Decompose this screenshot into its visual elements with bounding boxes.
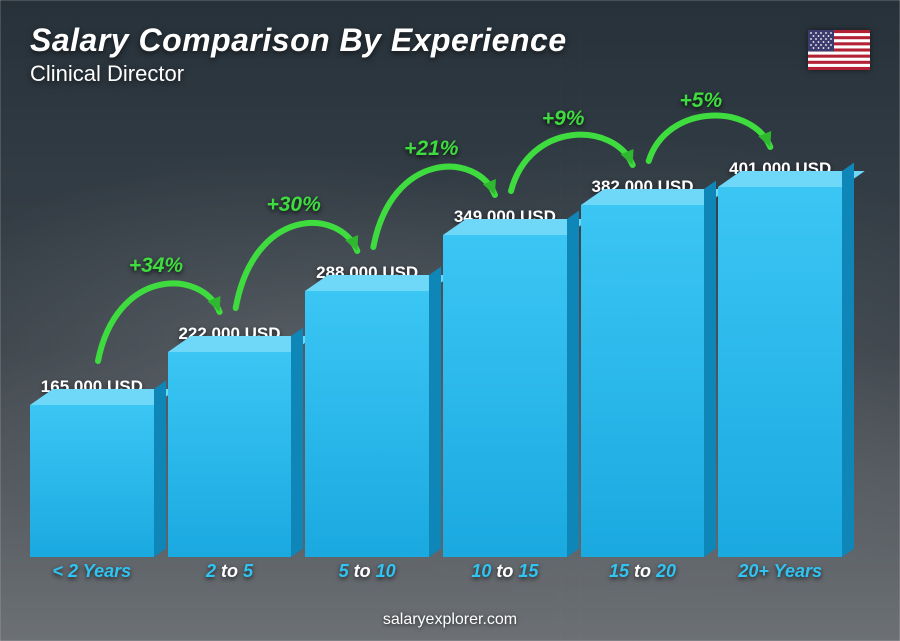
bar — [581, 205, 705, 557]
bar-column: 349,000 USD — [443, 207, 567, 557]
bars-container: 165,000 USD222,000 USD288,000 USD349,000… — [30, 110, 842, 557]
bar — [168, 352, 292, 557]
bar — [30, 405, 154, 557]
x-axis-label: 20+ Years — [718, 561, 842, 591]
footer-credit: salaryexplorer.com — [0, 611, 900, 629]
bar-column: 222,000 USD — [168, 324, 292, 557]
page-title: Salary Comparison By Experience — [30, 22, 567, 59]
x-axis-label: 15 to 20 — [581, 561, 705, 591]
x-axis: < 2 Years 2 to 5 5 to 10 10 to 15 15 to 20 20… — [30, 561, 842, 591]
bar — [718, 187, 842, 557]
page-subtitle: Clinical Director — [30, 61, 567, 87]
bar-column: 288,000 USD — [305, 263, 429, 557]
x-axis-label: < 2 Years — [30, 561, 154, 591]
x-axis-label: 2 to 5 — [168, 561, 292, 591]
header: Salary Comparison By Experience Clinical… — [30, 22, 567, 87]
bar — [443, 235, 567, 557]
flag-icon — [808, 30, 870, 70]
bar-column: 401,000 USD — [718, 159, 842, 557]
bar-column: 165,000 USD — [30, 377, 154, 557]
x-axis-label: 5 to 10 — [305, 561, 429, 591]
bar — [305, 291, 429, 557]
x-axis-label: 10 to 15 — [443, 561, 567, 591]
salary-chart: 165,000 USD222,000 USD288,000 USD349,000… — [30, 110, 842, 591]
bar-column: 382,000 USD — [581, 177, 705, 557]
